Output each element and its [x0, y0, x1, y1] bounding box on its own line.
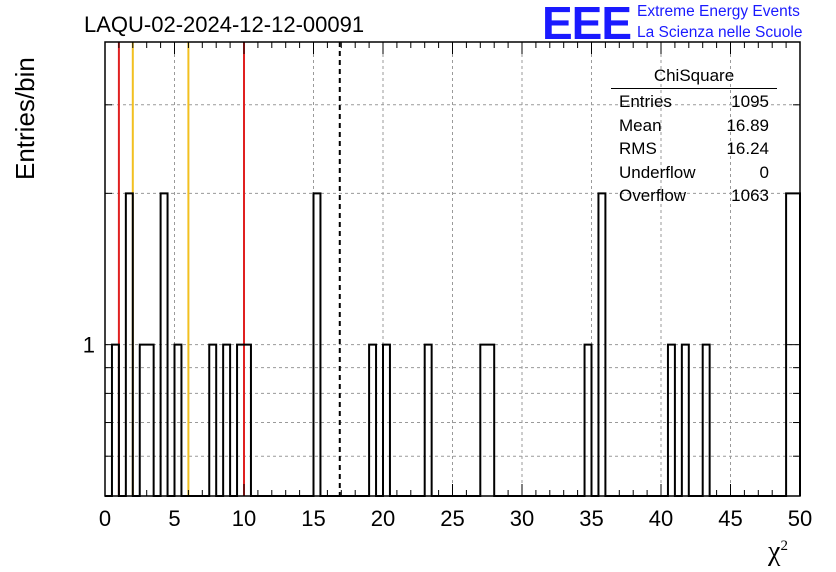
- stats-label: Overflow: [619, 186, 687, 205]
- chart-title: LAQU-02-2024-12-12-00091: [84, 12, 365, 37]
- eee-logo-mark: EEE: [542, 0, 632, 49]
- stats-box: ChiSquare Entries 1095 Mean 16.89 RMS 16.24 Un…: [611, 66, 777, 210]
- stats-value: 16.24: [726, 139, 769, 158]
- logo-line-2: La Scienza nelle Scuole: [637, 24, 803, 41]
- x-axis-label-sup: 2: [780, 538, 788, 554]
- stats-row: RMS 16.24: [611, 139, 777, 163]
- stats-row: Overflow 1063: [611, 186, 777, 210]
- x-tick-label: 15: [301, 506, 325, 531]
- y-tick-label: 1: [83, 333, 95, 358]
- x-tick-label: 40: [649, 506, 673, 531]
- stats-row: Entries 1095: [611, 92, 777, 116]
- stats-label: RMS: [619, 139, 657, 158]
- x-tick-label: 45: [718, 506, 742, 531]
- x-tick-label: 25: [440, 506, 464, 531]
- x-tick-label: 10: [232, 506, 256, 531]
- x-tick-label: 0: [99, 506, 111, 531]
- x-tick-label: 20: [371, 506, 395, 531]
- logo-line-1: Extreme Energy Events: [637, 3, 800, 20]
- stats-value: 16.89: [726, 115, 769, 135]
- stats-row: Underflow 0: [611, 163, 777, 187]
- stats-label: Entries: [619, 92, 672, 111]
- x-tick-label: 35: [579, 506, 603, 531]
- stats-value: 1063: [731, 186, 769, 205]
- stats-label: Underflow: [619, 162, 696, 182]
- x-axis-label: χ2: [768, 536, 788, 568]
- x-axis-label-base: χ: [768, 536, 781, 567]
- x-tick-label: 50: [788, 506, 812, 531]
- stats-row: Mean 16.89: [611, 116, 777, 140]
- stats-value: 1095: [731, 92, 769, 111]
- x-tick-label: 30: [510, 506, 534, 531]
- stats-value: 0: [759, 162, 769, 182]
- stats-box-title: ChiSquare: [611, 66, 777, 89]
- x-tick-label: 5: [168, 506, 180, 531]
- stats-label: Mean: [619, 115, 662, 135]
- stats-rows: Entries 1095 Mean 16.89 RMS 16.24 Underflow 0 Ov…: [611, 92, 777, 210]
